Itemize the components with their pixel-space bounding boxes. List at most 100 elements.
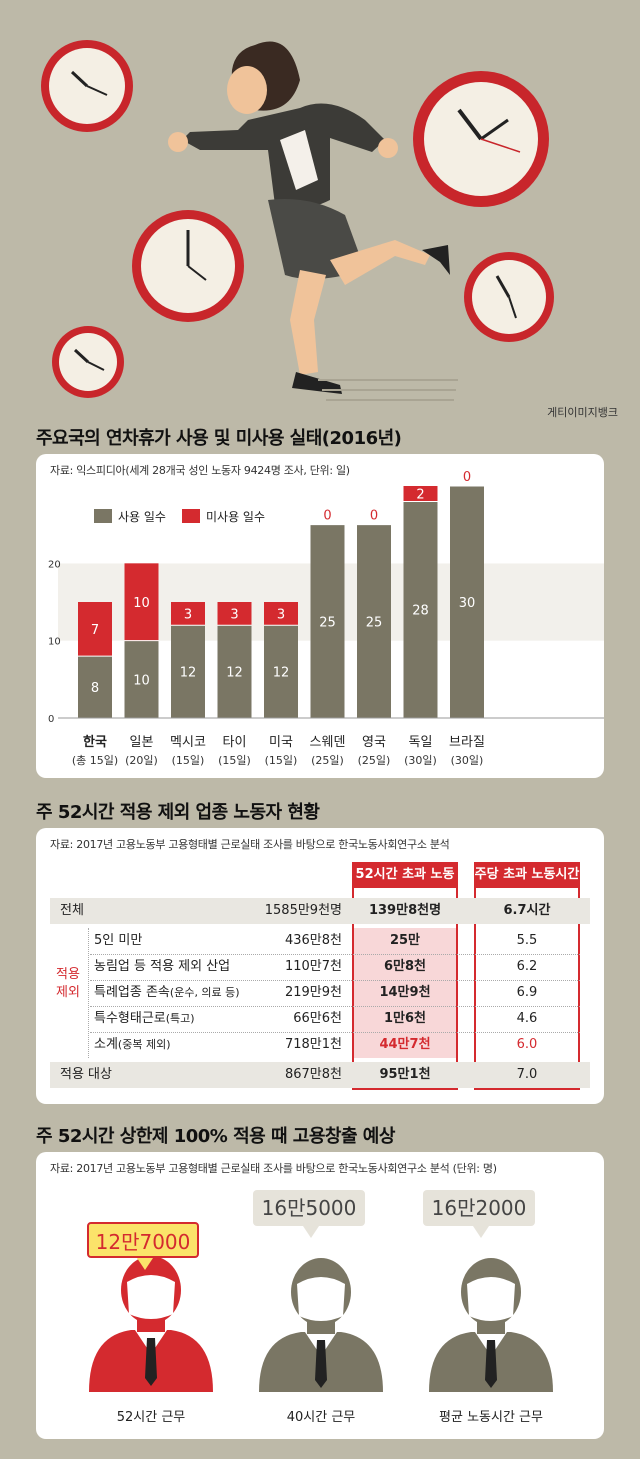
y-tick-label: 20 [48,559,61,570]
clock-icon [52,326,124,398]
category-label: 멕시코 [170,735,206,750]
row-over-52h: 6만8천 [383,959,426,974]
row-label: 5인 미만 [94,933,143,948]
row-over-52h: 44만7천 [379,1037,431,1052]
row-over-52h: 95만1천 [379,1067,431,1082]
bar-used [310,524,345,718]
row-divider [90,1006,580,1007]
bubble-tail [137,1258,153,1270]
category-label: 브라질 [449,735,485,750]
row-label: 특례업종 존속(운수, 의료 등) [94,985,240,1000]
row-over-52h: 139만8천명 [368,903,442,918]
row-total: 110만7천 [284,959,342,974]
category-sublabel: (30일) [404,753,437,767]
bar-label-unused: 0 [463,470,471,485]
bar-label-used: 8 [91,681,99,696]
bubble-tail [473,1226,489,1238]
category-sublabel: (15일) [265,753,298,767]
table-row: 5인 미만 436만8천 25만 5.5 [50,928,590,954]
row-label: 농림업 등 적용 제외 산업 [94,959,231,974]
clock-icon [464,252,554,342]
section-title-annual-leave: 주요국의 연차휴가 사용 및 미사용 실태(2016년) [36,428,402,449]
overtime-hours-column-border [474,888,580,1090]
highlight-column [352,928,458,1058]
y-tick-label: 0 [48,714,54,725]
row-label: 특수형태근로(특고) [94,1011,195,1026]
bar-used [124,640,159,718]
table-row: 전체 1585만9천명 139만8천명 6.7시간 [50,898,590,924]
person-icon [259,1258,383,1392]
category-label: 미국 [269,735,293,750]
bar-used [217,625,252,718]
bar-label-used: 28 [412,604,429,619]
row-total: 1585만9천명 [264,903,342,918]
person-icon [429,1258,553,1392]
bar-label-unused: 2 [416,488,424,503]
bar-label-unused: 3 [230,608,238,623]
job-creation-panel: 자료: 2017년 고용노동부 고용형태별 근로실태 조사를 바탕으로 한국노동… [36,1152,604,1439]
value-bubble: 16만5000 [253,1190,365,1226]
group-bracket [88,928,89,1058]
value-bubble: 16만2000 [423,1190,535,1226]
legend-swatch [94,509,112,523]
people-figures [89,1226,553,1392]
bar-unused [403,486,438,502]
category-label: 일본 [130,735,154,750]
running-woman-figure [168,41,450,394]
bar-unused [78,602,112,657]
row-over-52h: 1만6천 [383,1011,426,1026]
table-row: 특수형태근로(특고) 66만6천 1만6천 4.6 [50,1006,590,1032]
legend-label: 미사용 일수 [206,510,265,524]
row-total: 219만9천 [284,985,342,1000]
row-total: 436만8천 [284,933,342,948]
bar-used [171,625,205,718]
person-label: 평균 노동시간 근무 [439,1410,543,1425]
row-total: 718만1천 [284,1037,342,1052]
row-overtime-hours: 7.0 [516,1067,538,1082]
bar-label-used: 10 [133,673,150,688]
value-bubble: 12만7000 [87,1222,199,1258]
person-label: 52시간 근무 [116,1410,186,1425]
bar-unused [171,602,205,626]
row-overtime-hours: 6.0 [516,1037,538,1052]
motion-lines [318,379,458,401]
clock-icon [132,210,244,322]
row-over-52h: 25만 [389,933,421,948]
column-header-overtime-hours: 주당 초과 노동시간 [474,862,580,888]
table-row: 소계(중복 제외) 718만1천 44만7천 6.0 [50,1032,590,1058]
bar-label-unused: 0 [370,509,378,524]
row-divider [90,1032,580,1033]
table-source-note: 자료: 2017년 고용노동부 고용형태별 근로실태 조사를 바탕으로 한국노동… [50,838,450,851]
row-overtime-hours: 6.7시간 [503,903,551,918]
bar-label-unused: 7 [91,623,99,638]
clock-icon [41,40,133,132]
chart-source-note: 자료: 익스피디아(세계 28개국 성인 노동자 9424명 조사, 단위: 일… [50,464,350,477]
row-divider [90,954,580,955]
category-sublabel: (30일) [451,753,484,767]
bar-label-unused: 3 [277,608,285,623]
job-creation-source-note: 자료: 2017년 고용노동부 고용형태별 근로실태 조사를 바탕으로 한국노동… [50,1162,497,1175]
section-title-job-creation: 주 52시간 상한제 100% 적용 때 고용창출 예상 [36,1126,395,1147]
bar-used [78,656,112,718]
annual-leave-chart-panel: 자료: 익스피디아(세계 28개국 성인 노동자 9424명 조사, 단위: 일… [36,454,604,778]
row-total: 867만8천 [284,1067,342,1082]
table-row: 농림업 등 적용 제외 산업 110만7천 6만8천 6.2 [50,954,590,980]
row-overtime-hours: 6.2 [516,959,538,974]
category-label: 스웨덴 [310,735,346,750]
table-row: 특례업종 존속(운수, 의료 등) 219만9천 14만9천 6.9 [50,980,590,1006]
bar-label-used: 25 [366,615,383,630]
row-background [50,898,590,924]
row-divider [90,980,580,981]
bar-label-used: 12 [180,666,197,681]
hero-illustration [0,0,640,420]
category-label: 영국 [362,735,386,750]
bar-label-unused: 0 [323,509,331,524]
category-sublabel: (15일) [172,753,205,767]
bar-label-used: 12 [273,666,290,681]
row-over-52h: 14만9천 [379,985,431,1000]
row-label: 소계(중복 제외) [94,1037,171,1052]
bubble-tail [303,1226,319,1238]
person-icon [89,1256,213,1392]
category-sublabel: (25일) [311,753,344,767]
